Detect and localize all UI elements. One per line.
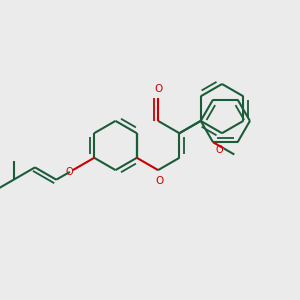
Text: O: O — [215, 145, 223, 155]
Text: O: O — [154, 84, 162, 94]
Text: O: O — [155, 176, 163, 185]
Text: O: O — [66, 167, 74, 177]
